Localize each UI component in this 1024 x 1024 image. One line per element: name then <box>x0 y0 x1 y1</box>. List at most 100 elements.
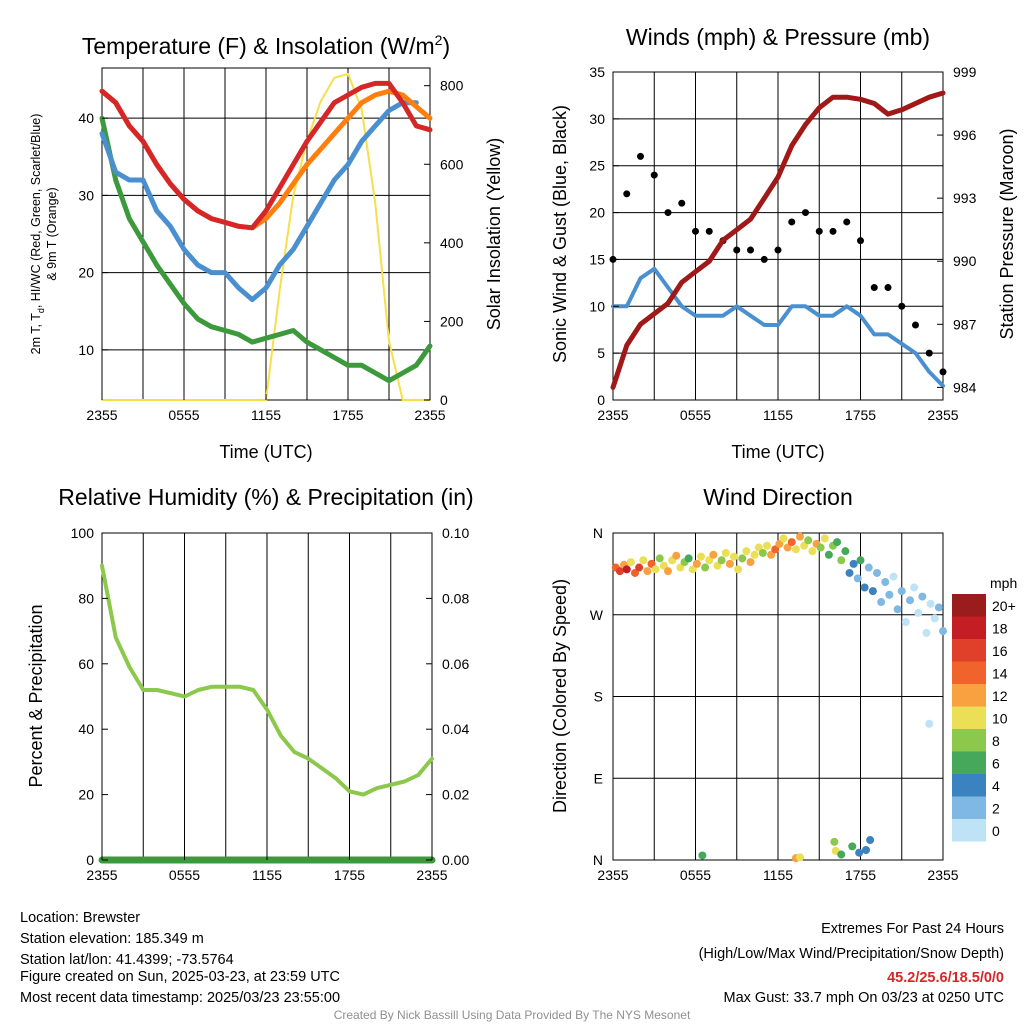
latlon-text: Station lat/lon: 41.4399; -73.5764 <box>20 952 234 968</box>
y2-tick-label: 987 <box>953 316 977 332</box>
x-tick-label: 1155 <box>763 867 793 883</box>
direction-point <box>849 559 858 568</box>
speed-legend: 20+ 18 16 14 12 10 8 6 4 2 0 <box>952 594 1016 842</box>
y-tick-label: 0 <box>597 392 605 408</box>
gust-point <box>925 349 933 357</box>
temperature-title: Temperature (F) & Insolation (W/m2) <box>82 32 450 59</box>
extremes-info: Extremes For Past 24 Hours (High/Low/Max… <box>699 921 1004 1006</box>
humidity-panel: Relative Humidity (%) & Precipitation (i… <box>26 484 474 883</box>
direction-point <box>746 558 755 567</box>
series-humidity <box>100 563 434 797</box>
direction-point <box>910 583 919 592</box>
direction-point <box>647 559 656 568</box>
legend-swatch <box>952 639 986 662</box>
created-text: Figure created on Sun, 2025-03-23, at 23… <box>20 969 340 985</box>
extremes-title: Extremes For Past 24 Hours <box>821 921 1004 937</box>
direction-ylabel: Direction (Colored By Speed) <box>550 579 570 813</box>
legend-label: 10 <box>992 711 1008 727</box>
gust-point <box>650 171 658 179</box>
legend-label: 8 <box>992 733 1000 749</box>
humidity-ticks: 2355 0555 1155 1755 23550204060801000.000.02… <box>71 525 470 883</box>
direction-point <box>705 556 714 565</box>
direction-point <box>873 568 881 577</box>
direction-point <box>866 836 875 845</box>
direction-point <box>742 547 751 556</box>
gust-point <box>898 302 906 310</box>
direction-grid <box>612 532 944 861</box>
direction-point <box>787 538 796 547</box>
temperature-ticks: 2355 0555 1155 1755 235510203040020040060080… <box>78 78 463 423</box>
direction-point <box>914 608 923 617</box>
direction-point <box>717 556 726 565</box>
direction-point <box>791 545 800 554</box>
x-tick-label: 1755 <box>845 867 876 883</box>
y-tick-label: 60 <box>78 656 94 672</box>
y-tick-label: 30 <box>589 111 605 127</box>
x-tick-label: 2355 <box>414 407 445 423</box>
direction-point <box>763 541 771 550</box>
wind-pressure-panel: Winds (mph) & Pressure (mb) 2355 0555 1155… <box>550 24 1017 462</box>
y2-tick-label: 0.06 <box>442 656 469 672</box>
y-tick-label: 35 <box>589 64 605 80</box>
y2-tick-label: 0 <box>440 392 448 408</box>
legend-swatch <box>952 751 986 774</box>
direction-point <box>698 851 707 860</box>
x-tick-label: 1755 <box>332 407 363 423</box>
location-text: Location: Brewster <box>20 910 140 926</box>
y2-tick-label: 990 <box>953 253 977 269</box>
legend-swatch <box>952 661 986 684</box>
direction-point <box>848 842 857 851</box>
legend-swatch <box>952 706 986 729</box>
wind-ticks: 2355 0555 1155 1755 235505101520253035984987… <box>589 64 976 423</box>
y-tick-label: 40 <box>78 110 94 126</box>
direction-point <box>885 590 894 599</box>
direction-point <box>922 628 931 637</box>
temperature-ylabel: 2m T, Td, HI/WC (Red, Green, Scarlet/Blu… <box>29 114 59 355</box>
direction-point <box>804 536 813 545</box>
direction-point <box>877 598 886 607</box>
y-tick-label: 0 <box>86 852 94 868</box>
wind-ylabel: Sonic Wind & Gust (Blue, Black) <box>550 105 570 363</box>
direction-point <box>750 550 759 559</box>
x-tick-label: 2355 <box>927 867 958 883</box>
direction-point <box>697 552 705 561</box>
direction-point <box>833 538 842 547</box>
direction-point <box>800 541 809 550</box>
x-tick-label: 2355 <box>416 867 447 883</box>
direction-point <box>701 563 710 572</box>
y-tick-label: 10 <box>589 298 605 314</box>
svg-text:2m T, Td, HI/WC (Red, Green, S: 2m T, Td, HI/WC (Red, Green, Scarlet/Blu… <box>29 114 46 355</box>
x-tick-label: 0555 <box>168 407 199 423</box>
x-tick-label: 1155 <box>252 867 282 883</box>
direction-point <box>734 565 743 574</box>
y-tick-label: 40 <box>78 721 94 737</box>
direction-point <box>639 556 648 565</box>
series-pressure <box>610 90 946 390</box>
y2-tick-label: 0.08 <box>442 590 469 606</box>
gust-point <box>747 246 754 254</box>
y-tick-label: 20 <box>78 265 94 281</box>
y2-tick-label: 0.00 <box>442 852 469 868</box>
direction-point <box>754 543 763 552</box>
direction-point <box>897 587 906 596</box>
gust-point <box>884 284 892 292</box>
legend-label: 0 <box>992 823 1000 839</box>
y-tick-label: W <box>590 607 604 623</box>
direction-point <box>771 545 780 554</box>
y-tick-label: 100 <box>71 525 95 541</box>
direction-point <box>930 614 939 623</box>
gust-point <box>815 227 823 235</box>
direction-point <box>862 846 870 855</box>
direction-point <box>864 563 873 572</box>
direction-point <box>796 532 804 541</box>
x-tick-label: 1155 <box>763 407 793 423</box>
direction-point <box>934 603 943 612</box>
direction-point <box>713 561 722 570</box>
y-tick-label: 10 <box>78 342 94 358</box>
direction-point <box>860 583 869 592</box>
direction-point <box>631 568 639 577</box>
y-tick-label: E <box>594 770 603 786</box>
x-tick-label: 2355 <box>597 407 628 423</box>
direction-point <box>837 556 846 565</box>
